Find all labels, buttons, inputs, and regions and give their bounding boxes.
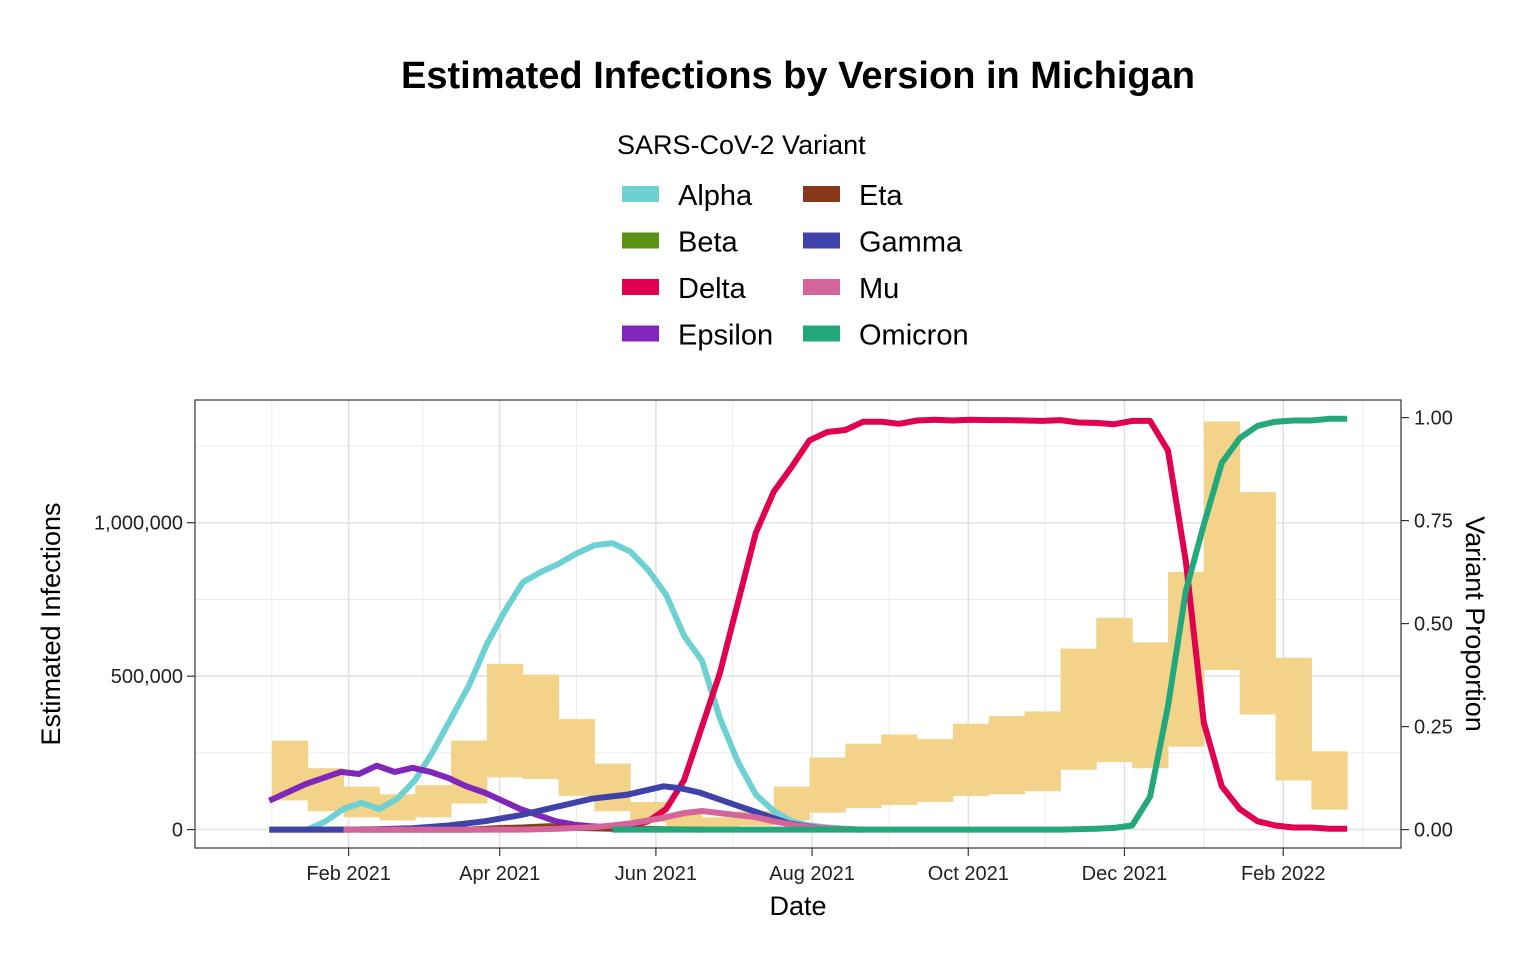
- x-axis: Feb 2021 Apr 2021 Jun 2021 Aug 2021 Oct 2021…: [306, 848, 1325, 885]
- infection-band: [1132, 642, 1169, 769]
- infection-band: [1275, 657, 1312, 781]
- legend-label-delta: Delta: [678, 273, 747, 305]
- infection-band: [1096, 617, 1133, 763]
- infection-band: [522, 674, 560, 779]
- y-tick-label: 500,000: [111, 666, 183, 688]
- x-tick-label: Feb 2022: [1241, 863, 1326, 885]
- y2-tick-label: 0.75: [1414, 511, 1453, 533]
- infection-band: [415, 785, 452, 818]
- infection-band: [917, 739, 954, 802]
- legend-label-omicron: Omicron: [859, 320, 969, 352]
- legend: SARS-CoV-2 Variant Alpha Beta Delta Epsilon…: [617, 130, 969, 352]
- legend-key-eta: [803, 186, 840, 202]
- x-tick-label: Dec 2021: [1082, 863, 1168, 885]
- variant-lines: [268, 415, 1348, 833]
- chart-title: Estimated Infections by Version in Michi…: [401, 55, 1195, 97]
- x-tick-label: Aug 2021: [769, 863, 855, 885]
- infection-band: [1239, 492, 1277, 715]
- legend-key-epsilon: [622, 325, 659, 342]
- y2-axis-title: Variant Proportion: [1460, 516, 1490, 732]
- infection-band: [594, 763, 631, 812]
- infection-band: [486, 663, 524, 778]
- y-axis-right: 0.00 0.25 0.50 0.75 1.00: [1401, 408, 1453, 842]
- legend-key-omicron: [803, 325, 840, 342]
- legend-key-gamma: [803, 232, 840, 249]
- infection-band: [809, 757, 846, 813]
- infection-band: [1311, 751, 1348, 810]
- x-tick-label: Feb 2021: [306, 863, 391, 885]
- x-axis-title: Date: [769, 891, 826, 921]
- infection-band: [952, 723, 990, 796]
- legend-label-mu: Mu: [859, 273, 899, 305]
- y2-tick-label: 0.50: [1414, 614, 1453, 636]
- infection-band: [558, 719, 595, 796]
- legend-title: SARS-CoV-2 Variant: [617, 130, 866, 160]
- y-tick-label: 0: [172, 820, 183, 842]
- y2-tick-label: 0.00: [1414, 820, 1453, 842]
- series-line-delta: [611, 416, 1348, 833]
- x-tick-label: Oct 2021: [928, 863, 1009, 885]
- legend-label-beta: Beta: [678, 227, 739, 259]
- legend-key-alpha: [622, 186, 659, 202]
- legend-label-gamma: Gamma: [859, 227, 963, 259]
- legend-label-eta: Eta: [859, 180, 903, 212]
- infection-band: [845, 743, 882, 809]
- x-tick-label: Apr 2021: [459, 863, 540, 885]
- series-line-alpha: [306, 540, 864, 833]
- infection-band: [1024, 711, 1061, 792]
- series-line-omicron: [612, 415, 1348, 833]
- y2-tick-label: 1.00: [1414, 408, 1453, 430]
- legend-key-delta: [622, 279, 659, 295]
- x-tick-label: Jun 2021: [615, 863, 697, 885]
- infection-band: [701, 817, 739, 828]
- y-axis-left: 0 500,000 1,000,000: [94, 513, 195, 842]
- infection-band: [881, 734, 918, 806]
- legend-key-mu: [803, 279, 840, 295]
- infection-band: [988, 716, 1026, 795]
- legend-label-alpha: Alpha: [678, 180, 753, 212]
- y2-tick-label: 0.25: [1414, 717, 1453, 739]
- legend-key-beta: [622, 232, 659, 249]
- legend-label-epsilon: Epsilon: [678, 320, 773, 352]
- y-tick-label: 1,000,000: [94, 513, 183, 535]
- infection-band: [1060, 648, 1097, 770]
- y-axis-title: Estimated Infections: [36, 502, 66, 745]
